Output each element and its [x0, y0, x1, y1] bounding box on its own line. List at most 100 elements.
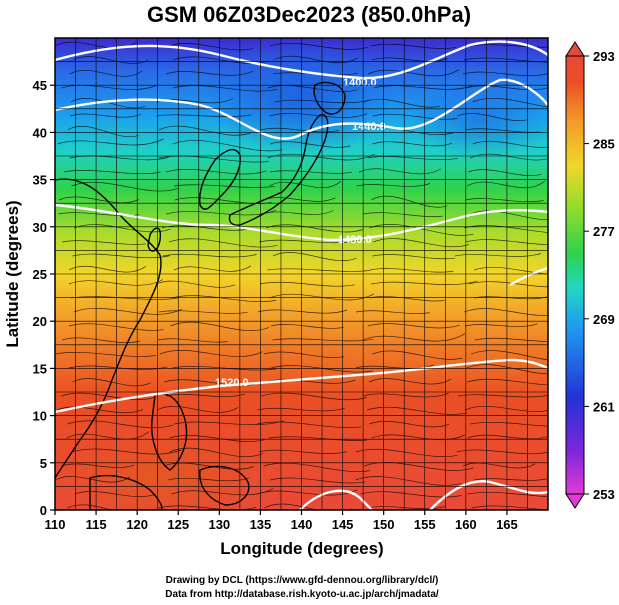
- streamline: [158, 310, 248, 314]
- streamline: [369, 224, 474, 236]
- streamline: [464, 308, 548, 316]
- streamline: [257, 489, 358, 496]
- y-tick-label: 25: [33, 267, 47, 282]
- colorbar-ticks: 253 261 269 277 285 293: [584, 49, 615, 502]
- streamline: [61, 337, 141, 343]
- streamline: [368, 506, 446, 510]
- streamline: [172, 140, 283, 152]
- credit-line-2: Data from http://database.rish.kyoto-u.a…: [165, 589, 439, 600]
- philippines-coast: [151, 393, 188, 471]
- chart-title: GSM 06Z03Dec2023 (850.0hPa): [147, 2, 471, 27]
- streamline: [257, 421, 362, 428]
- credit-line-1: Drawing by DCL (https://www.gfd-dennou.o…: [166, 575, 439, 586]
- streamline: [73, 308, 183, 315]
- streamline: [169, 435, 265, 442]
- streamline: [73, 56, 149, 64]
- y-tick-label: 30: [33, 220, 47, 235]
- streamline: [369, 420, 450, 428]
- contour-label-1480: 1480.0: [338, 234, 372, 246]
- x-tick-label: 150: [373, 517, 395, 532]
- streamline: [173, 265, 252, 272]
- streamline: [371, 434, 465, 441]
- y-tick-label: 45: [33, 78, 47, 93]
- streamline: [454, 253, 542, 257]
- streamline: [467, 492, 548, 498]
- y-tick-label: 5: [40, 456, 47, 471]
- x-tick-label: 140: [291, 517, 313, 532]
- x-tick-label: 115: [86, 517, 107, 532]
- streamline: [456, 449, 548, 455]
- y-tick-label: 20: [33, 314, 47, 329]
- streamline: [166, 169, 267, 175]
- streamline: [371, 195, 448, 208]
- streamline: [369, 296, 445, 302]
- streamline: [263, 462, 370, 472]
- streamline: [270, 477, 366, 484]
- streamline: [72, 448, 182, 455]
- x-axis-ticks: 110 115 120 125 130 135 140 145 150 155 160 165: [45, 510, 518, 532]
- streamline: [373, 238, 469, 248]
- streamline: [360, 491, 462, 498]
- streamline: [157, 338, 228, 343]
- streamline: [472, 140, 548, 148]
- streamline: [169, 42, 253, 51]
- streamline: [367, 323, 460, 329]
- streamline: [58, 196, 139, 204]
- streamline: [368, 69, 460, 77]
- streamline: [173, 56, 270, 64]
- streamline: [258, 449, 347, 454]
- streamline: [474, 478, 548, 481]
- y-tick-label: 40: [33, 125, 47, 140]
- streamline: [268, 436, 367, 441]
- streamline: [463, 71, 548, 77]
- streamline: [269, 170, 353, 174]
- streamline: [70, 113, 141, 118]
- x-tick-label: 155: [414, 517, 436, 532]
- contour-label-1400: 1400.0: [343, 77, 377, 89]
- streamline: [74, 491, 156, 497]
- streamline: [55, 476, 131, 483]
- streamline: [171, 295, 277, 302]
- streamline: [355, 448, 458, 457]
- streamline: [155, 280, 236, 288]
- contour-label-1440: 1440.0: [352, 121, 386, 133]
- streamline: [368, 378, 452, 385]
- streamline: [264, 351, 345, 358]
- streamline: [267, 268, 371, 272]
- streamline: [68, 279, 164, 286]
- contour-1520: [55, 358, 548, 414]
- streamline: [158, 125, 252, 136]
- x-tick-label: 160: [455, 517, 477, 532]
- streamline: [164, 379, 256, 386]
- streamline: [457, 113, 528, 121]
- streamline: [355, 476, 462, 486]
- y-tick-label: 35: [33, 173, 47, 188]
- streamline: [371, 280, 478, 285]
- streamline: [61, 463, 135, 468]
- streamline: [68, 265, 147, 273]
- streamline: [271, 324, 344, 329]
- plot-area: 1400.0 1440.0 1480.0 1520.0: [55, 38, 548, 510]
- streamline: [371, 57, 448, 62]
- streamline: [260, 127, 339, 133]
- streamline: [463, 225, 548, 233]
- streamline: [471, 505, 548, 510]
- streamline: [259, 239, 362, 244]
- streamline: [67, 504, 113, 510]
- streamline: [269, 42, 368, 50]
- streamline: [372, 113, 458, 120]
- streamline: [170, 321, 270, 331]
- x-tick-label: 125: [167, 517, 189, 532]
- streamline: [274, 99, 371, 104]
- streamline: [62, 240, 146, 245]
- streamline: [267, 153, 375, 161]
- streamline: [169, 447, 263, 458]
- streamline: [257, 309, 348, 314]
- streamline: [259, 281, 355, 287]
- streamline: [473, 266, 548, 275]
- contour-1480: [55, 203, 548, 242]
- grid-lines: [55, 38, 548, 510]
- streamline: [462, 462, 536, 469]
- streamline: [468, 169, 542, 176]
- y-axis-label: Latitude (degrees): [3, 200, 22, 347]
